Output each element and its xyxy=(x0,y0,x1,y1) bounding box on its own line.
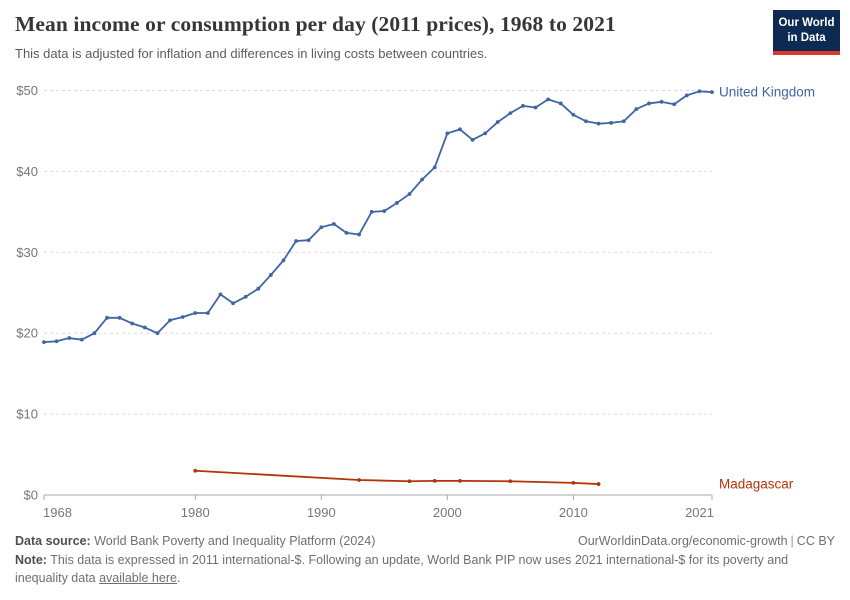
series-point-united-kingdom-2007 xyxy=(533,105,538,110)
series-point-united-kingdom-2017 xyxy=(659,99,664,104)
series-label-madagascar: Madagascar xyxy=(719,477,794,492)
series-point-united-kingdom-2003 xyxy=(483,131,488,136)
series-point-united-kingdom-1977 xyxy=(155,331,160,336)
series-point-united-kingdom-2018 xyxy=(672,102,677,107)
y-tick-label-30: $30 xyxy=(16,245,38,260)
series-point-united-kingdom-2006 xyxy=(521,103,525,108)
series-point-united-kingdom-1976 xyxy=(142,325,147,330)
owid-logo[interactable]: Our World in Data xyxy=(773,10,840,55)
series-point-united-kingdom-2010 xyxy=(571,112,576,117)
series-point-united-kingdom-1987 xyxy=(281,258,286,263)
series-point-united-kingdom-1970 xyxy=(67,336,72,340)
source-row: Data source: World Bank Poverty and Ineq… xyxy=(15,534,835,548)
attribution-separator: | xyxy=(790,534,794,548)
series-point-united-kingdom-2011 xyxy=(584,119,588,124)
series-point-united-kingdom-2004 xyxy=(495,120,500,124)
attribution: OurWorldinData.org/economic-growth | CC BY xyxy=(578,534,835,548)
series-point-united-kingdom-2020 xyxy=(697,89,702,94)
series-point-united-kingdom-1982 xyxy=(218,292,223,297)
series-point-united-kingdom-1973 xyxy=(105,315,109,320)
series-point-united-kingdom-1989 xyxy=(306,238,311,243)
series-point-united-kingdom-1969 xyxy=(54,339,59,344)
series-point-united-kingdom-1974 xyxy=(117,315,122,320)
x-tick-label-2000: 2000 xyxy=(433,505,462,520)
series-point-united-kingdom-1980 xyxy=(193,311,198,315)
series-point-united-kingdom-1990 xyxy=(319,225,324,230)
note-label: Note: xyxy=(15,553,47,567)
available-here-link[interactable]: available here xyxy=(99,570,177,585)
series-point-united-kingdom-2014 xyxy=(621,119,626,124)
series-point-united-kingdom-1985 xyxy=(256,286,261,291)
series-point-united-kingdom-1992 xyxy=(344,230,349,235)
x-tick-label-2010: 2010 xyxy=(559,505,588,520)
series-point-united-kingdom-2019 xyxy=(684,93,689,98)
series-point-madagascar-2001 xyxy=(458,478,462,483)
x-tick-label-1968: 1968 xyxy=(43,505,72,520)
page-title: Mean income or consumption per day (2011… xyxy=(15,12,616,36)
series-line-united-kingdom xyxy=(43,90,713,343)
y-tick-label-40: $40 xyxy=(16,164,38,179)
series-point-madagascar-1993 xyxy=(357,478,361,482)
data-source-text: World Bank Poverty and Inequality Platfo… xyxy=(94,534,376,548)
series-point-united-kingdom-2008 xyxy=(546,97,551,102)
note-text-before: This data is expressed in 2011 internati… xyxy=(15,553,789,585)
y-tick-label-0: $0 xyxy=(24,488,38,503)
y-tick-label-20: $20 xyxy=(16,326,38,341)
series-point-united-kingdom-2016 xyxy=(647,101,651,106)
series-line-madagascar xyxy=(194,469,600,485)
series-point-united-kingdom-2005 xyxy=(508,111,513,116)
data-source: Data source: World Bank Poverty and Ineq… xyxy=(15,534,375,548)
y-tick-label-50: $50 xyxy=(16,83,38,98)
series-point-united-kingdom-2009 xyxy=(558,101,563,106)
series-point-united-kingdom-1975 xyxy=(130,321,135,326)
series-point-united-kingdom-1993 xyxy=(357,232,361,237)
series-point-united-kingdom-1997 xyxy=(407,192,412,196)
chart-canvas: $0 $10 $20 $30 $40 $50 1968 1980 1990 2000 2010 202… xyxy=(16,83,815,520)
series-point-united-kingdom-1972 xyxy=(92,331,97,336)
series-point-united-kingdom-1981 xyxy=(205,311,210,315)
series-point-united-kingdom-1983 xyxy=(231,301,235,306)
x-tick-label-1990: 1990 xyxy=(307,505,336,520)
y-tick-label-10: $10 xyxy=(16,407,38,422)
series-point-madagascar-1999 xyxy=(432,478,437,483)
series-point-madagascar-2012 xyxy=(596,482,601,486)
series-point-united-kingdom-2021 xyxy=(710,90,714,95)
attribution-url: OurWorldinData.org/economic-growth xyxy=(577,534,788,548)
series-point-united-kingdom-2002 xyxy=(470,137,475,142)
series-point-united-kingdom-1971 xyxy=(79,337,84,342)
series-point-united-kingdom-2013 xyxy=(609,120,614,125)
series-point-united-kingdom-1995 xyxy=(382,209,387,213)
license-label: CC BY xyxy=(796,534,835,548)
chart-subtitle: This data is adjusted for inflation and … xyxy=(15,46,488,61)
owid-logo-line2: in Data xyxy=(787,31,826,44)
x-tick-label-1980: 1980 xyxy=(181,505,210,520)
series-point-united-kingdom-2000 xyxy=(445,131,450,136)
x-tick-label-2021: 2021 xyxy=(685,505,714,520)
series-point-united-kingdom-1991 xyxy=(331,222,336,226)
series-point-united-kingdom-1979 xyxy=(180,315,185,319)
series-point-madagascar-2005 xyxy=(508,479,513,484)
series-point-united-kingdom-1984 xyxy=(243,294,248,299)
series-point-united-kingdom-1986 xyxy=(268,273,273,277)
chart-footer: Data source: World Bank Poverty and Ineq… xyxy=(15,534,835,587)
series-label-united-kingdom: United Kingdom xyxy=(719,85,815,100)
series-point-madagascar-1980 xyxy=(193,468,198,473)
series-point-united-kingdom-1994 xyxy=(369,209,374,214)
series-point-united-kingdom-1999 xyxy=(432,165,437,170)
series-point-united-kingdom-1978 xyxy=(168,318,172,323)
series-point-united-kingdom-2015 xyxy=(634,107,639,112)
series-point-united-kingdom-1998 xyxy=(420,177,425,182)
series-point-united-kingdom-1968 xyxy=(42,340,46,344)
series-point-madagascar-1997 xyxy=(407,479,412,484)
note: Note: This data is expressed in 2011 int… xyxy=(15,552,835,587)
series-point-madagascar-2010 xyxy=(571,480,576,485)
series-point-united-kingdom-1988 xyxy=(294,239,298,243)
series-point-united-kingdom-2012 xyxy=(596,121,601,126)
series-point-united-kingdom-1996 xyxy=(395,201,399,205)
note-text-after: . xyxy=(176,570,181,585)
series-point-united-kingdom-2001 xyxy=(458,127,462,132)
data-source-label: Data source: xyxy=(15,534,91,548)
owid-logo-line1: Our World xyxy=(778,17,835,29)
